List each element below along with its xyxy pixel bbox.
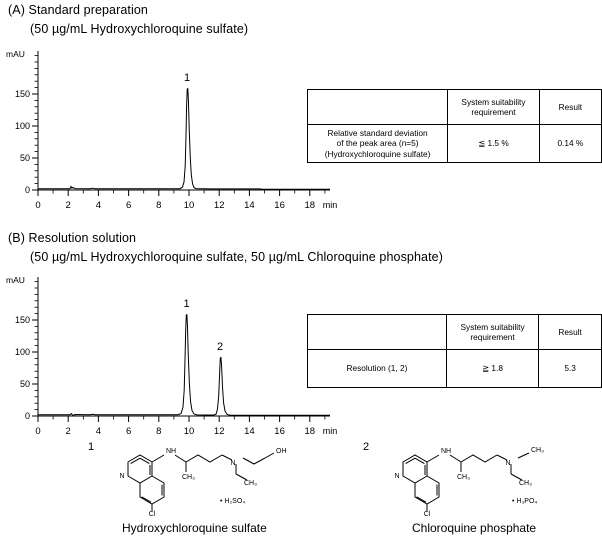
- svg-text:18: 18: [305, 200, 316, 211]
- svg-text:4: 4: [96, 200, 101, 211]
- atom-label-ethyl1-ch3-2: CH₃: [531, 447, 544, 454]
- svg-text:0: 0: [35, 200, 40, 211]
- table-row: System suitability requirement Result: [306, 89, 602, 125]
- system-suitability-table-b: System suitability requirement Result Re…: [307, 314, 602, 388]
- y-tick-150-b: 150: [15, 315, 30, 325]
- table-header-requirement-a: System suitability requirement: [447, 89, 540, 125]
- table-header-blank-b: [307, 314, 447, 350]
- atom-label-nh-2: NH: [441, 448, 451, 455]
- chromatogram-a: mAU 0 50 100 150: [0, 44, 350, 214]
- system-suitability-table-a: System suitability requirement Result Re…: [306, 89, 602, 163]
- table-row: Relative standard deviation of the peak …: [306, 124, 602, 163]
- atom-label-cl-1: Cl: [149, 511, 156, 518]
- atom-label-oh-1: OH: [276, 448, 287, 455]
- structure-2-salt: • H₃PO₄: [512, 498, 538, 505]
- trace-a: [38, 87, 330, 190]
- table-cell-result-a: 0.14 %: [538, 124, 602, 163]
- trace-b: [38, 314, 330, 417]
- label-line2-a: of the peak area (n=5): [336, 138, 419, 149]
- svg-text:2: 2: [66, 200, 71, 211]
- svg-text:10: 10: [184, 426, 195, 437]
- structure-2-number: 2: [363, 441, 370, 453]
- header-req-line2-a: requirement: [471, 107, 516, 117]
- sst-table-b: System suitability requirement Result Re…: [307, 314, 602, 388]
- table-cell-requirement-a: ≦ 1.5 %: [447, 124, 540, 163]
- label-line1-a: Relative standard deviation: [327, 127, 428, 138]
- table-header-result-b: Result: [538, 314, 602, 350]
- structure-2-svg: N Cl NH CH₃ N CH₃ CH₃: [394, 447, 544, 518]
- svg-text:14: 14: [244, 426, 255, 437]
- svg-text:14: 14: [244, 200, 255, 211]
- atom-label-ethyl-ch3-1: CH₃: [244, 480, 257, 487]
- y-tick-150-a: 150: [15, 89, 30, 99]
- svg-text:8: 8: [156, 200, 161, 211]
- atom-label-cl-2: Cl: [424, 511, 431, 518]
- structure-1-number: 1: [88, 441, 95, 453]
- peak-label-1-a: 1: [184, 72, 190, 84]
- atom-label-ethyl2-ch3-2: CH₃: [519, 480, 532, 487]
- peak-label-1-b: 1: [183, 298, 189, 310]
- svg-text:6: 6: [126, 426, 131, 437]
- y-tick-50-a: 50: [20, 153, 30, 163]
- table-header-blank-a: [306, 89, 449, 125]
- table-header-requirement-b: System suitability requirement: [445, 314, 540, 350]
- y-tick-0-b: 0: [25, 411, 30, 421]
- svg-text:12: 12: [214, 426, 225, 437]
- y-tick-100-b: 100: [15, 347, 30, 357]
- y-axis-unit-label-b: mAU: [6, 275, 25, 285]
- peak-label-2-b: 2: [217, 341, 223, 353]
- chromatogram-b: mAU 0 50 100 150 0 2 4 6: [0, 270, 350, 440]
- table-row: System suitability requirement Result: [307, 314, 602, 350]
- header-req-line1-b: System suitability: [460, 321, 525, 332]
- table-cell-label-b: Resolution (1, 2): [307, 349, 447, 388]
- structure-2: N Cl NH CH₃ N CH₃ CH₃: [375, 440, 600, 520]
- atom-label-ring-n-2: N: [394, 473, 399, 480]
- table-row: Resolution (1, 2) ≧ 1.8 5.3: [307, 349, 602, 388]
- structure-1-svg: N Cl NH CH₃ N CH₃ OH: [119, 448, 287, 518]
- atom-label-n-1: N: [230, 460, 235, 467]
- chromatogram-b-svg: mAU 0 50 100 150 0 2 4 6: [6, 275, 338, 437]
- structure-1-caption: Hydroxychloroquine sulfate: [122, 521, 267, 535]
- x-axis-unit-label-a: min: [323, 200, 338, 210]
- svg-text:18: 18: [305, 426, 316, 437]
- y-tick-100-a: 100: [15, 121, 30, 131]
- atom-label-n-2: N: [505, 460, 510, 467]
- y-tick-50-b: 50: [20, 379, 30, 389]
- svg-text:10: 10: [184, 200, 195, 211]
- atom-label-ch3-1: CH₃: [182, 474, 195, 481]
- panel-a-title: (A) Standard preparation: [8, 3, 148, 17]
- sst-table-a: System suitability requirement Result Re…: [306, 89, 602, 163]
- table-cell-label-a: Relative standard deviation of the peak …: [306, 124, 449, 163]
- label-line3-a: (Hydroxychloroquine sulfate): [324, 148, 431, 159]
- chromatogram-a-svg: mAU 0 50 100 150: [6, 49, 338, 211]
- header-req-line1-a: System suitability: [461, 96, 526, 107]
- svg-text:12: 12: [214, 200, 225, 211]
- panel-b-title: (B) Resolution solution: [8, 231, 137, 245]
- structure-1-salt: • H₂SO₄: [220, 498, 246, 505]
- svg-text:2: 2: [66, 426, 71, 437]
- svg-text:16: 16: [274, 200, 285, 211]
- x-axis-unit-label-b: min: [323, 426, 338, 436]
- header-req-line2-b: requirement: [470, 332, 515, 342]
- structure-1: N Cl NH CH₃ N CH₃ OH: [100, 440, 330, 520]
- svg-text:4: 4: [96, 426, 101, 437]
- structure-2-caption: Chloroquine phosphate: [412, 521, 537, 535]
- atom-label-nh-1: NH: [166, 448, 176, 455]
- table-header-result-a: Result: [538, 89, 602, 125]
- panel-b-subtitle: (50 µg/mL Hydroxychloroquine sulfate, 50…: [30, 250, 443, 264]
- panel-a-subtitle: (50 µg/mL Hydroxychloroquine sulfate): [30, 22, 249, 36]
- svg-text:8: 8: [156, 426, 161, 437]
- svg-text:6: 6: [126, 200, 131, 211]
- y-axis-unit-label-a: mAU: [6, 49, 25, 59]
- table-cell-requirement-b: ≧ 1.8: [445, 349, 540, 388]
- atom-label-ring-n-1: N: [119, 473, 124, 480]
- svg-text:0: 0: [35, 426, 40, 437]
- table-cell-result-b: 5.3: [538, 349, 602, 388]
- svg-text:16: 16: [274, 426, 285, 437]
- y-tick-0-a: 0: [25, 185, 30, 195]
- atom-label-ch3-2: CH₃: [457, 474, 470, 481]
